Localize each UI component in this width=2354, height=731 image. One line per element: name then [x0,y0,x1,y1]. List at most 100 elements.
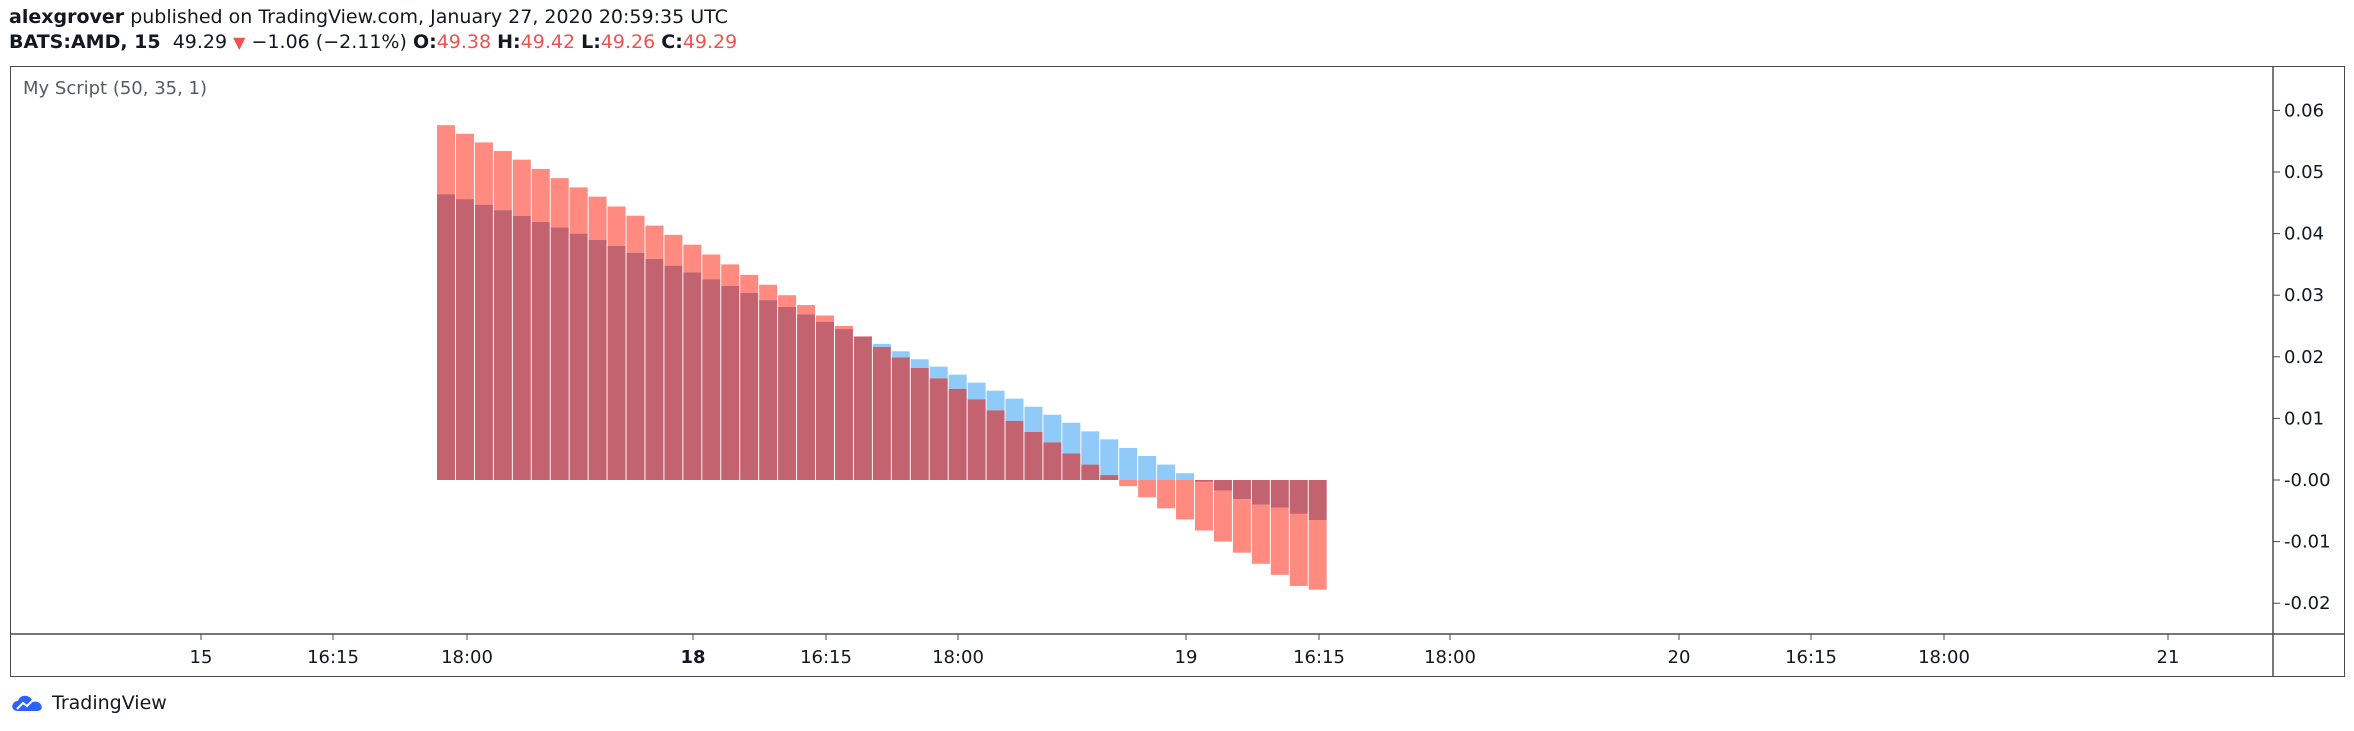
price-axis[interactable]: 0.06 0.05 0.04 0.03 0.02 0.01 -0.00 -0.01 -0.02 [2273,100,2331,614]
x-tick-label: 15 [190,647,213,668]
red-bar [1308,520,1327,590]
overlap-bar [1308,480,1327,521]
red-bar [1251,504,1270,564]
open-label: O: [412,31,437,53]
overlap-bar [702,279,721,480]
blue-bar [1138,455,1157,480]
overlap-bar [1232,480,1251,500]
overlap-bar [834,329,853,480]
symbol-name[interactable]: BATS:AMD, 15 [9,31,161,53]
blue-bar [1024,406,1043,432]
y-tick-label: -0.00 [2284,470,2331,491]
red-bar [759,284,778,301]
overlap-bar [1270,480,1289,508]
overlap-bar [607,245,626,480]
x-tick-label: 18:00 [1918,647,1970,668]
red-bar [797,305,816,315]
red-bar [721,264,740,286]
y-tick-label: -0.02 [2284,593,2331,614]
blue-bar [967,382,986,400]
author-name[interactable]: alexgrover [9,6,125,28]
red-bar [550,178,569,228]
time-axis[interactable]: 15 16:15 18:00 18 16:15 18:00 19 16:15 18:00 20 16… [190,634,2180,668]
overlap-bar [626,252,645,480]
red-bar [1138,480,1157,498]
overlap-bar [986,410,1005,480]
overlap-bar [797,314,816,480]
overlap-bar [569,233,588,480]
overlap-bar [853,336,872,480]
blue-bar [1176,473,1195,480]
red-bar [1195,481,1213,531]
last-price: 49.29 [172,31,228,53]
overlap-bar [721,285,740,480]
overlap-bar [550,227,569,480]
chart-pane[interactable] [10,66,2345,677]
brand-name: TradingView [52,692,167,714]
series-red-bars [437,125,1327,590]
red-bar [437,125,455,195]
red-bar [588,196,607,240]
red-bar [474,142,493,205]
y-tick-label: 0.05 [2284,162,2324,183]
tradingview-logo[interactable]: TradingView [10,690,167,716]
x-tick-label: 18:00 [441,647,493,668]
overlap-bar [645,258,664,480]
red-bar [1157,480,1176,509]
x-tick-label: 18 [680,647,705,668]
red-bar [740,274,759,293]
publish-info: alexgrover published on TradingView.com,… [9,5,728,29]
overlap-bar [1081,464,1100,480]
blue-bar [929,366,948,379]
overlap-bar [948,388,967,480]
indicator-title[interactable]: My Script (50, 35, 1) [23,78,208,99]
overlap-bar [872,346,891,480]
x-tick-label: 18:00 [1424,647,1476,668]
blue-bar [891,351,910,358]
series-blue-bars [872,343,1195,480]
red-bar [607,206,626,246]
chart-canvas[interactable]: 0.060.050.040.030.020.01-0.00-0.01-0.02 … [0,0,2354,690]
red-bar [834,326,853,330]
blue-bar [1081,431,1100,465]
overlap-bar [929,378,948,480]
overlap-bar [1213,480,1232,491]
x-tick-label: 16:15 [1293,647,1345,668]
high-value: 49.42 [520,31,576,53]
symbol-legend: BATS:AMD, 15 49.29 ▼ −1.06 (−2.11%) O:49… [9,30,737,55]
overlap-bar [816,321,834,480]
red-bar [1176,480,1195,520]
overlap-bar [531,221,550,480]
red-bar [778,295,797,307]
overlap-bar [683,272,702,480]
x-tick-label: 19 [1175,647,1198,668]
y-tick-label: 0.02 [2284,347,2324,368]
red-bar [816,315,834,322]
close-label: C: [661,31,683,53]
overlap-bar [1062,453,1081,480]
red-bar [702,254,721,280]
overlap-bar [778,306,797,480]
blue-bar [1119,447,1138,480]
overlap-bar [891,357,910,480]
red-bar [512,159,531,216]
down-triangle-icon: ▼ [233,33,246,52]
overlap-bar [1024,431,1043,480]
series-overlap-bars [437,194,1327,521]
overlap-bar [664,265,683,480]
y-tick-label: 0.03 [2284,285,2324,306]
low-value: 49.26 [600,31,656,53]
overlap-bar [455,199,474,480]
x-tick-label: 16:15 [800,647,852,668]
high-label: H: [497,31,521,53]
red-bar [569,187,588,234]
red-bar [455,133,474,200]
overlap-bar [1195,480,1213,482]
red-bar [626,215,645,253]
blue-bar [948,374,967,389]
overlap-bar [493,210,512,480]
open-value: 49.38 [436,31,492,53]
published-text: published on TradingView.com, January 27… [130,6,728,28]
overlap-bar [1005,420,1024,480]
price-change: −1.06 (−2.11%) [251,31,407,53]
